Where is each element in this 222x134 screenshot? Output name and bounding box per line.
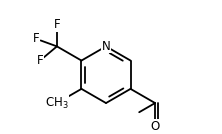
Text: N: N bbox=[102, 40, 110, 53]
Text: CH$_3$: CH$_3$ bbox=[45, 96, 69, 111]
Text: F: F bbox=[37, 54, 44, 67]
Text: O: O bbox=[151, 120, 160, 133]
Text: F: F bbox=[33, 32, 40, 45]
Text: F: F bbox=[54, 18, 60, 31]
